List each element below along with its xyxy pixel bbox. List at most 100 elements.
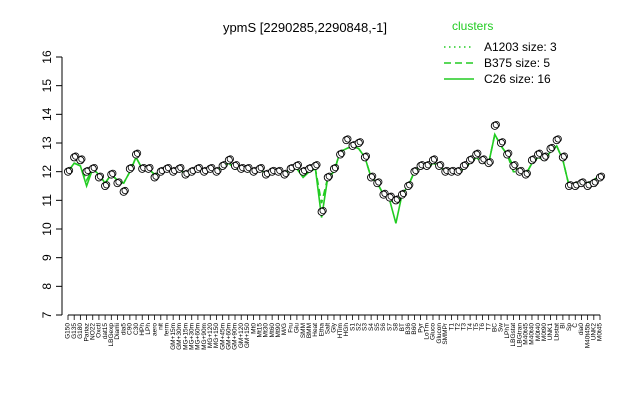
legend-label-1: A1203 size: 3 [484, 40, 557, 54]
data-point-overlap [430, 155, 439, 163]
x-tick-label: HPh [139, 323, 146, 336]
data-point-overlap [517, 166, 525, 175]
data-point-overlap [121, 186, 129, 195]
x-tick-label: MG+15m [182, 323, 189, 350]
plot-lines [67, 132, 601, 224]
x-tick-label: G135 [71, 323, 78, 339]
x-tick-label: GM+30m [176, 323, 183, 350]
x-tick-label: T3 [461, 323, 468, 331]
x-tick-label: Heat [312, 323, 319, 337]
y-tick-label: 12 [40, 165, 54, 179]
x-tick-label: S8 [393, 323, 400, 331]
data-point-overlap [276, 166, 284, 175]
data-point-overlap [65, 166, 74, 175]
y-tick-label: 16 [40, 50, 54, 64]
x-tick-label: T4 [467, 323, 474, 331]
data-point-overlap [78, 155, 86, 163]
x-tick-label: MG+60m [195, 323, 202, 350]
x-tick-label: Mt30 [263, 323, 270, 338]
legend-label-2: B375 size: 5 [484, 56, 550, 70]
x-tick-label: Oxctl [96, 322, 103, 337]
x-tick-label: T1 [448, 323, 455, 331]
data-point-overlap [214, 166, 222, 175]
x-tick-label: GM+120 [238, 323, 245, 348]
x-tick-label: MG+90m [201, 323, 208, 350]
data-point-overlap [164, 164, 173, 172]
x-tick-label: MG+30m [188, 323, 195, 350]
data-point-overlap [220, 161, 228, 169]
x-tick-label: G150 [65, 323, 72, 339]
y-tick-label: 10 [40, 222, 54, 236]
data-point-overlap [424, 161, 432, 169]
x-tick-label: HTim [337, 323, 344, 338]
x-tick-label: S2 [355, 323, 362, 331]
x-tick-label: GM+60m [226, 323, 233, 350]
data-point-overlap [245, 164, 253, 172]
x-tick-label: B60 [411, 323, 418, 335]
data-point-overlap [399, 189, 408, 197]
data-point-overlap [325, 172, 333, 180]
x-tick-label: NO22 [89, 323, 96, 340]
x-tick-label: Gluco [430, 323, 437, 340]
x-tick-label: C90 [127, 323, 134, 335]
x-tick-label: Pyr [417, 322, 424, 333]
x-tick-label: dia5 [120, 323, 127, 336]
data-point-overlap [523, 169, 531, 177]
x-tick-label: Mt60 [269, 323, 276, 338]
data-point-overlap [369, 172, 377, 180]
y-tick-label: 7 [40, 311, 54, 318]
data-point-overlap [90, 164, 98, 172]
legend-label-3: C26 size: 16 [484, 72, 551, 86]
data-point-overlap [387, 192, 395, 200]
x-tick-label: LoTm [424, 323, 431, 340]
x-tick-label: LBGstat [510, 323, 517, 347]
data-point-overlap [103, 181, 111, 189]
data-point-overlap [331, 164, 340, 172]
y-tick-label: 9 [40, 254, 54, 261]
data-point-overlap [560, 152, 568, 160]
data-point-overlap [529, 155, 538, 163]
x-tick-label: M40t45b [584, 323, 591, 349]
x-tick-label: SMMPr [442, 322, 449, 345]
x-tick-label: M0t40 [535, 323, 542, 341]
x-tick-label: BC [492, 323, 499, 332]
x-tick-label: Glu [294, 323, 301, 334]
x-tick-label: BT [399, 323, 406, 331]
data-point-overlap [146, 164, 154, 172]
data-point-overlap [226, 155, 234, 163]
data-point-overlap [177, 164, 185, 172]
data-point-overlap [536, 149, 544, 157]
data-point-overlap [109, 169, 117, 177]
x-tick-label: GM+90m [232, 323, 239, 350]
x-tick-label: dat15 [102, 323, 109, 340]
x-tick-label: M/G [281, 323, 288, 335]
y-axis: 7 8 9 10 11 12 13 14 15 16 [40, 50, 63, 318]
x-tick-label: B36 [405, 323, 412, 335]
x-tick-label: Salt [325, 323, 332, 334]
x-tick-label: T2 [454, 323, 461, 331]
x-tick-label: MG+150 [213, 323, 220, 348]
x-tick-label: M0t45 [597, 323, 604, 341]
x-tick-label: Pariaz [83, 323, 90, 341]
x-tick-label: BMM [306, 323, 313, 338]
data-point-overlap [356, 138, 364, 146]
data-point-overlap [208, 164, 216, 172]
data-point-overlap [406, 181, 414, 189]
data-point-overlap [554, 135, 562, 143]
x-tick-label: MG+120 [207, 323, 214, 348]
data-point-overlap [492, 121, 500, 129]
data-point-overlap [232, 161, 241, 169]
data-point-overlap [319, 207, 327, 215]
x-tick-label: LBGexp [108, 323, 115, 347]
y-tick-label: 15 [40, 79, 54, 93]
data-point-overlap [195, 164, 204, 172]
x-tick-label: GM+150 [244, 323, 251, 348]
x-tick-label: Gly [331, 322, 338, 333]
data-point-overlap [505, 149, 513, 157]
x-tick-label: M0t90 [541, 323, 548, 341]
data-point-overlap [548, 143, 556, 152]
data-point-overlap [133, 149, 142, 157]
plot-points [63, 121, 606, 216]
legend-title: clusters [452, 19, 493, 33]
